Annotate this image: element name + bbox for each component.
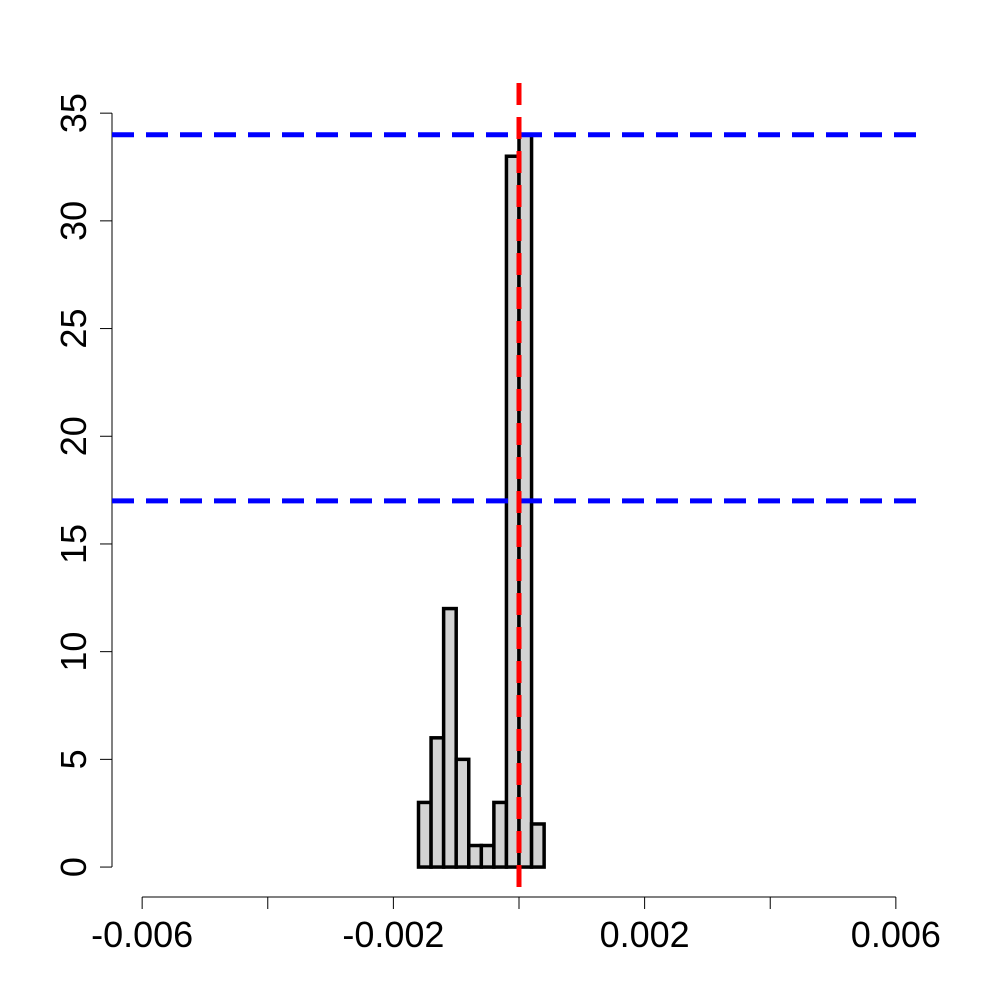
y-tick-label: 20 — [53, 416, 94, 456]
y-tick-label: 5 — [53, 749, 94, 769]
x-tick-label: 0.006 — [851, 914, 941, 955]
y-tick-label: 0 — [53, 857, 94, 877]
bar — [479, 843, 496, 869]
y-tick-label: 30 — [53, 201, 94, 241]
x-tick-label: -0.002 — [342, 914, 444, 955]
bar — [529, 822, 546, 869]
y-tick-label: 10 — [53, 632, 94, 672]
x-tick-label: 0.002 — [600, 914, 690, 955]
bar — [492, 800, 509, 869]
bar — [429, 736, 446, 869]
bar — [467, 843, 484, 869]
x-tick-label: -0.006 — [91, 914, 193, 955]
bar — [454, 757, 471, 869]
y-tick-label: 15 — [53, 524, 94, 564]
y-tick-label: 35 — [53, 93, 94, 133]
bar — [441, 606, 458, 869]
bar — [416, 800, 433, 869]
y-tick-label: 25 — [53, 309, 94, 349]
